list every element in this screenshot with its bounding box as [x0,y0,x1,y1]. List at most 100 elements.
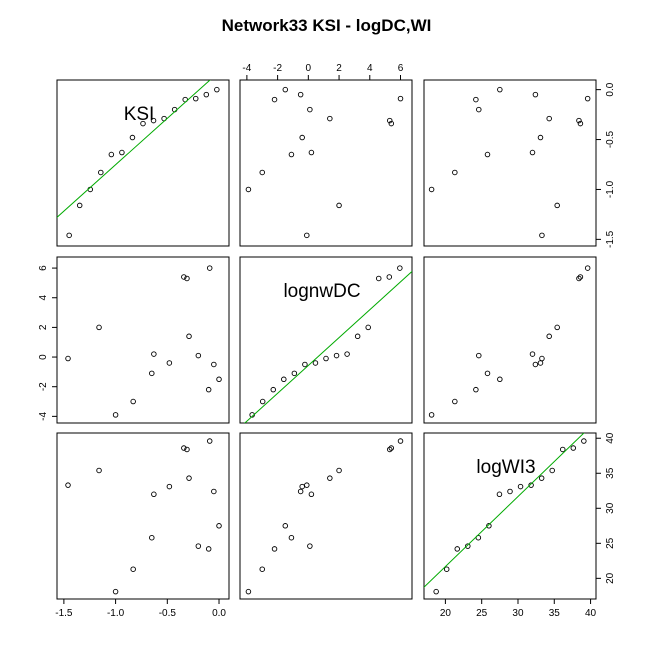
scatter-point [184,275,190,282]
diag-point-lognwDC [333,352,340,359]
panel-KSI-logWI3 [423,79,597,247]
scatter-point [205,386,212,393]
scatter-point [288,151,295,158]
scatter-point [186,475,192,481]
diag-point-KSI [150,117,157,124]
diag-point-logWI3 [496,491,503,498]
scatter-point [271,546,278,552]
diag-point-lognwDC [344,351,350,357]
y-tick-label: 40 [605,432,616,444]
scatter-point [130,398,136,405]
scatter-point [554,202,560,209]
scatter-point [216,376,222,383]
scatter-point [206,438,213,444]
scatter-point [166,360,173,366]
diag-point-KSI [129,134,136,141]
scatter-point [297,91,304,98]
diag-point-KSI [66,232,72,239]
scatter-point [181,445,187,451]
scatter-point [546,333,552,340]
scatter-point [151,491,157,498]
scatter-point [149,534,155,541]
diag-point-logWI3 [549,467,555,474]
x-tick-label: 20 [440,608,452,619]
panel-logWI3-lognwDC [239,432,413,600]
scatter-point [473,96,479,103]
diagonal-label-logWI3: logWI3 [476,457,535,478]
diag-point-KSI [76,202,83,209]
scatter-point [151,351,157,357]
scatter-point [297,488,304,495]
y-tick-label: -2 [38,382,49,391]
scatter-point [497,86,503,93]
scatter-point [532,91,539,98]
scatter-point [245,186,252,193]
y-tick-label: 25 [605,537,616,549]
x-tick-label: 25 [476,608,488,619]
scatter-point [428,412,435,418]
scatter-point [388,445,395,451]
diag-point-logWI3 [454,546,461,552]
scatter-point [259,566,265,572]
scatter-point [205,546,212,552]
panel-KSI-lognwDC [239,79,413,247]
diag-point-lognwDC [281,376,287,383]
scatter-point [327,115,333,122]
scatter-point [576,117,582,124]
scatter-point [282,86,289,93]
scatter-point [96,324,102,331]
scatter-point [387,117,393,124]
diag-point-KSI [192,95,199,102]
diag-point-KSI [214,86,220,93]
x-tick-label: 0.0 [212,608,226,619]
scatter-point [576,275,582,282]
scatter-point [554,324,560,331]
diag-point-lognwDC [375,275,382,282]
scatter-point [537,360,544,366]
diag-point-lognwDC [259,398,266,405]
scatter-point [539,355,545,362]
x-tick-label: 30 [512,608,524,619]
scatter-point [428,186,435,193]
scatter-point [497,376,503,383]
scatter-point [166,483,173,490]
scatter-point [397,95,404,102]
y-tick-label: -4 [38,411,49,420]
x-tick-label: 35 [549,608,561,619]
scatter-point [112,588,119,595]
scatter-point [584,95,591,102]
diag-point-logWI3 [465,543,471,549]
diag-point-logWI3 [507,488,513,495]
scatter-point [299,134,305,141]
scatter-point [388,120,395,127]
diag-point-lognwDC [397,265,403,271]
y-tick-label: -1.5 [605,230,616,248]
diag-point-logWI3 [528,482,534,488]
panel-lognwDC-lognwDC [239,256,413,424]
diag-point-logWI3 [570,445,577,451]
scatter-point [397,438,404,444]
y-tick-label: 20 [605,572,616,584]
diag-point-lognwDC [291,370,298,377]
x-tick-label: 4 [367,63,373,74]
scatter-point [546,115,552,122]
panel-KSI-KSI [56,79,230,247]
scatter-point [484,151,491,158]
diagonal-label-KSI: KSI [124,104,155,125]
y-tick-label: -0.5 [605,130,616,148]
scatter-point [299,483,305,490]
chart-title: Network33 KSI - logDC,WI [221,16,432,35]
y-tick-label: 35 [605,467,616,479]
scatter-point [484,370,491,377]
diag-point-KSI [140,120,146,127]
fit-line-lognwDC [244,270,412,423]
scatter-point [336,467,342,474]
scatter-point [452,169,458,176]
diag-point-lognwDC [386,274,393,280]
diag-point-lognwDC [354,333,361,340]
x-tick-label: -1.5 [55,608,73,619]
scatter-point [577,120,584,127]
panel-logWI3-KSI [56,432,230,600]
scatter-point [304,232,310,239]
